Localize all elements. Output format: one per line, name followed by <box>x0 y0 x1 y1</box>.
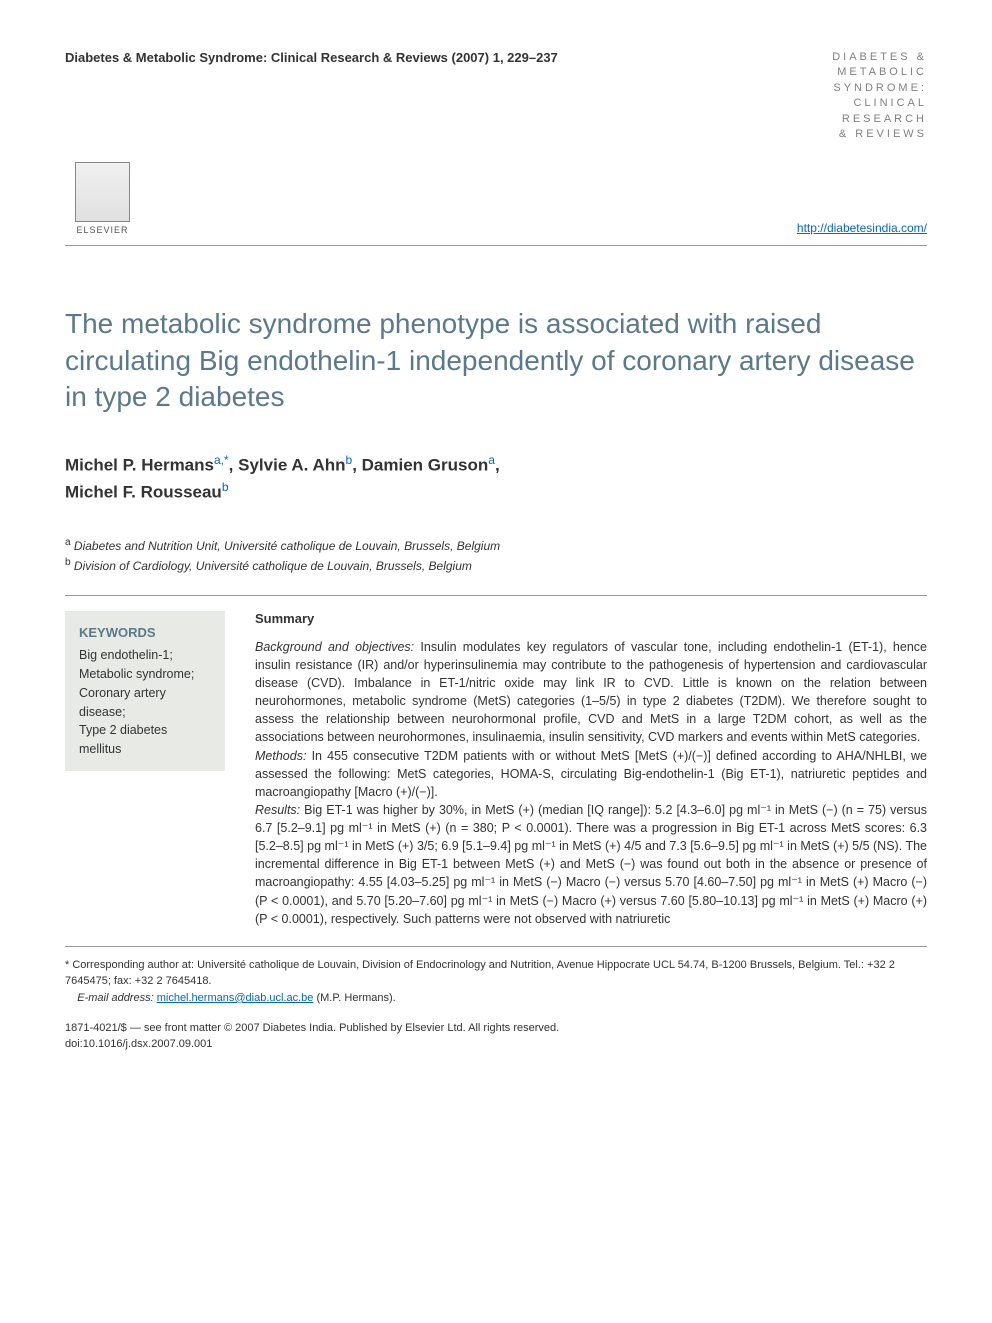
logo-line: CLINICAL <box>832 96 927 111</box>
author-affil-link[interactable]: a, <box>214 453 224 467</box>
logo-line: SYNDROME: <box>832 81 927 96</box>
author-name: Sylvie A. Ahn <box>238 455 345 474</box>
journal-reference: Diabetes & Metabolic Syndrome: Clinical … <box>65 50 558 65</box>
affiliations: a Diabetes and Nutrition Unit, Universit… <box>65 535 927 575</box>
logo-line: RESEARCH <box>832 112 927 127</box>
keyword-item: Type 2 diabetes mellitus <box>79 721 211 759</box>
section-label: Results: <box>255 803 300 817</box>
article-title: The metabolic syndrome phenotype is asso… <box>65 306 927 415</box>
keywords-heading: KEYWORDS <box>79 623 211 643</box>
section-label: Background and objectives: <box>255 640 414 654</box>
logo-line: METABOLIC <box>832 65 927 80</box>
keyword-item: Big endothelin-1; <box>79 646 211 665</box>
content-divider <box>65 595 927 596</box>
logo-line: & REVIEWS <box>832 127 927 142</box>
issn-line: 1871-4021/$ — see front matter © 2007 Di… <box>65 1021 927 1036</box>
email-author: (M.P. Hermans). <box>313 992 395 1004</box>
summary-column: Summary Background and objectives: Insul… <box>255 611 927 928</box>
journal-url-link[interactable]: http://diabetesindia.com/ <box>797 221 927 235</box>
header-bar: Diabetes & Metabolic Syndrome: Clinical … <box>65 50 927 142</box>
elsevier-logo: ELSEVIER <box>65 150 140 235</box>
authors-list: Michel P. Hermansa,*, Sylvie A. Ahnb, Da… <box>65 451 927 505</box>
author-name: Michel P. Hermans <box>65 455 214 474</box>
author-affil-link[interactable]: b <box>222 480 229 494</box>
affiliation-line: a Diabetes and Nutrition Unit, Universit… <box>65 535 927 555</box>
summary-body: Background and objectives: Insulin modul… <box>255 638 927 928</box>
author-affil-link[interactable]: a <box>488 453 495 467</box>
copyright-block: 1871-4021/$ — see front matter © 2007 Di… <box>65 1021 927 1052</box>
affiliation-line: b Division of Cardiology, Université cat… <box>65 555 927 575</box>
email-link[interactable]: michel.hermans@diab.ucl.ac.be <box>157 992 314 1004</box>
separator: , <box>495 455 500 474</box>
separator: , <box>352 455 361 474</box>
footer-divider <box>65 946 927 947</box>
doi-line: doi:10.1016/j.dsx.2007.09.001 <box>65 1037 927 1052</box>
keyword-item: Coronary artery disease; <box>79 684 211 722</box>
section-text: In 455 consecutive T2DM patients with or… <box>255 749 927 799</box>
section-label: Methods: <box>255 749 306 763</box>
summary-heading: Summary <box>255 611 927 626</box>
corresp-text: Corresponding author at: Université cath… <box>65 959 895 988</box>
section-text: Big ET-1 was higher by 30%, in MetS (+) … <box>255 803 927 926</box>
publisher-block: ELSEVIER http://diabetesindia.com/ <box>65 150 927 235</box>
separator: , <box>229 455 238 474</box>
logo-line: DIABETES & <box>832 50 927 65</box>
header-divider <box>65 245 927 246</box>
content-row: KEYWORDS Big endothelin-1; Metabolic syn… <box>65 611 927 928</box>
email-label: E-mail address: <box>77 992 156 1004</box>
journal-logo: DIABETES & METABOLIC SYNDROME: CLINICAL … <box>832 50 927 142</box>
author-name: Michel F. Rousseau <box>65 482 222 501</box>
affil-text: Diabetes and Nutrition Unit, Université … <box>71 539 501 553</box>
keywords-box: KEYWORDS Big endothelin-1; Metabolic syn… <box>65 611 225 771</box>
keyword-item: Metabolic syndrome; <box>79 665 211 684</box>
section-text: Insulin modulates key regulators of vasc… <box>255 640 927 745</box>
elsevier-label: ELSEVIER <box>76 225 128 235</box>
corresponding-author: * Corresponding author at: Université ca… <box>65 957 927 1007</box>
author-name: Damien Gruson <box>362 455 489 474</box>
elsevier-tree-icon <box>75 162 130 222</box>
affil-text: Division of Cardiology, Université catho… <box>71 559 472 573</box>
